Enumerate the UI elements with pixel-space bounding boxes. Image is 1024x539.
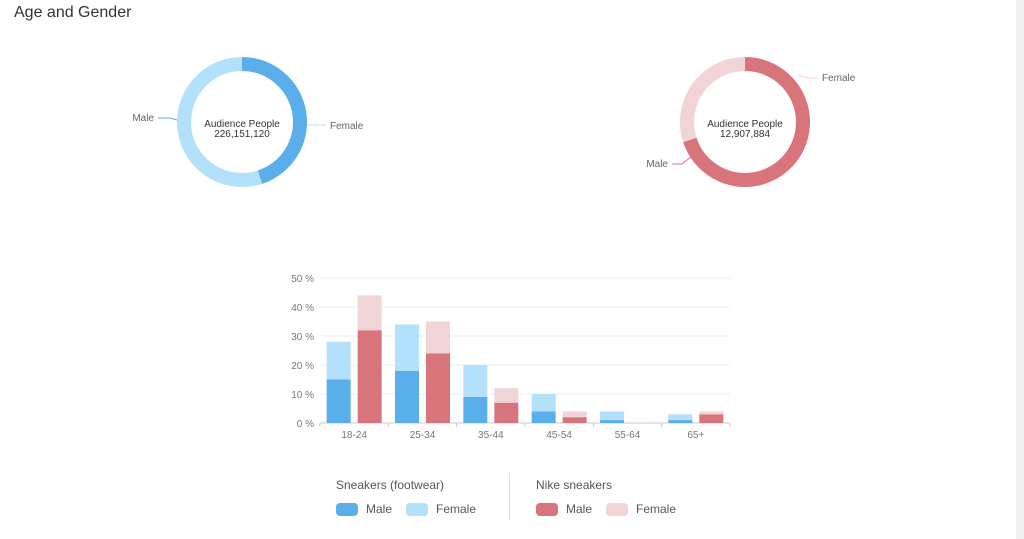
bar-nike-female-45-54[interactable] (562, 411, 587, 418)
legend-label: Male (366, 502, 393, 516)
bar-sneakers-male-55-64[interactable] (600, 420, 624, 423)
y-tick-label: 0 % (297, 419, 314, 430)
donut-label-line-male (672, 155, 693, 165)
donut-center-label: Audience People (204, 119, 280, 130)
legend-label: Female (436, 502, 477, 516)
chart-legend: Sneakers (footwear) Male Female Nike sne… (330, 470, 730, 530)
bar-nike-female-25-34[interactable] (426, 321, 450, 354)
y-tick-label: 10 % (291, 390, 314, 401)
legend-label: Female (636, 502, 677, 516)
donut-center-label: Audience People (707, 119, 783, 130)
donut-center-value: 12,907,884 (720, 129, 770, 140)
bar-sneakers-female-55-64[interactable] (600, 411, 624, 421)
legend-label: Male (566, 502, 593, 516)
y-tick-label: 30 % (291, 332, 314, 343)
x-tick-label: 45-54 (546, 430, 572, 441)
bar-sneakers-female-65+[interactable] (668, 414, 693, 421)
legend-divider (509, 474, 510, 520)
legend-item-sneakers-male[interactable]: Male (336, 502, 392, 516)
bar-nike-female-35-44[interactable] (494, 388, 519, 403)
donut-label-line-female (797, 74, 818, 79)
bar-sneakers-male-25-34[interactable] (395, 370, 419, 423)
x-tick-label: 25-34 (410, 430, 436, 441)
bar-sneakers-female-35-44[interactable] (463, 365, 488, 397)
x-tick-label: 55-64 (615, 430, 641, 441)
donut-slice-female[interactable] (176, 57, 263, 187)
bar-sneakers-male-35-44[interactable] (463, 396, 488, 423)
bar-nike-male-65+[interactable] (699, 414, 724, 423)
x-tick-label: 65+ (687, 430, 704, 441)
legend-item-nike-female[interactable]: Female (606, 502, 676, 516)
page-title: Age and Gender (14, 4, 132, 21)
x-tick-label: 35-44 (478, 430, 504, 441)
bar-nike-male-18-24[interactable] (357, 330, 382, 423)
bar-sneakers-female-45-54[interactable] (531, 394, 556, 412)
age-bar-chart: 0 % 10 % 20 % 30 % 40 % 50 % 18-24 25-34 35-44 4… (291, 274, 731, 441)
bar-nike-male-45-54[interactable] (562, 417, 587, 423)
donut-chart-nike: Audience People 12,907,884 Female Male (646, 57, 856, 187)
donut-label-male: Male (132, 113, 154, 124)
y-tick-label: 20 % (291, 361, 314, 372)
donut-label-female: Female (330, 121, 364, 132)
bar-nike-female-18-24[interactable] (357, 295, 382, 331)
bar-nike-male-35-44[interactable] (494, 402, 519, 423)
bar-sneakers-female-25-34[interactable] (395, 324, 419, 371)
legend-group-title: Sneakers (footwear) (336, 478, 445, 492)
legend-group-title: Nike sneakers (536, 478, 613, 492)
legend-swatch (336, 502, 358, 516)
legend-swatch (606, 502, 628, 516)
y-tick-label: 40 % (291, 303, 314, 314)
bar-sneakers-female-18-24[interactable] (326, 341, 351, 380)
donut-slice-male[interactable] (242, 57, 307, 184)
x-tick-label: 18-24 (341, 430, 367, 441)
bar-sneakers-male-18-24[interactable] (326, 379, 351, 424)
legend-swatch (406, 502, 428, 516)
donut-chart-sneakers: Audience People 226,151,120 Male Female (132, 57, 364, 187)
bar-nike-male-25-34[interactable] (426, 353, 450, 423)
donut-center-value: 226,151,120 (214, 129, 270, 140)
donut-label-line-male (158, 117, 178, 121)
donut-label-male: Male (646, 159, 668, 170)
bar-sneakers-male-45-54[interactable] (531, 411, 556, 423)
donut-slice-female[interactable] (680, 57, 745, 143)
bar-nike-female-65+[interactable] (699, 411, 724, 415)
y-tick-label: 50 % (291, 274, 314, 285)
legend-item-nike-male[interactable]: Male (536, 502, 592, 516)
bar-sneakers-male-65+[interactable] (668, 420, 693, 423)
scrollbar[interactable] (1016, 0, 1024, 539)
donut-label-female: Female (822, 73, 856, 84)
legend-item-sneakers-female[interactable]: Female (406, 502, 476, 516)
legend-swatch (536, 502, 558, 516)
